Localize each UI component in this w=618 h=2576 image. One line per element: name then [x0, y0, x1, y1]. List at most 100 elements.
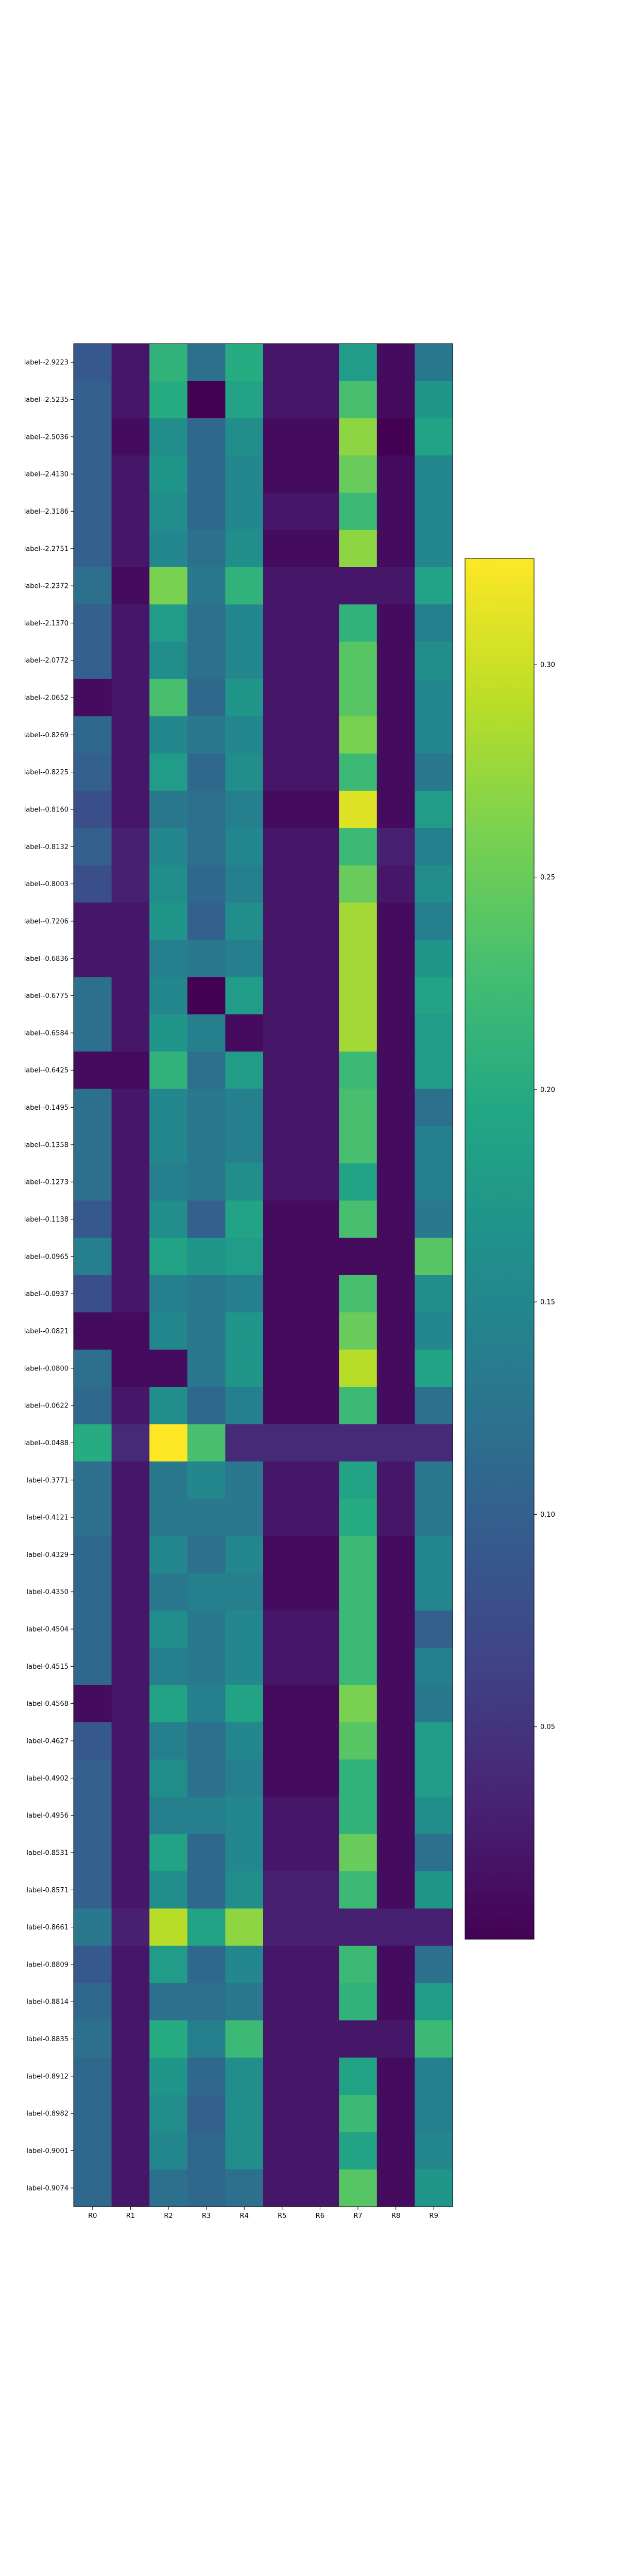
x-tick-label: R4 — [240, 2212, 249, 2220]
heatmap-cell — [74, 1722, 112, 1760]
heatmap-cell — [149, 2095, 188, 2132]
x-tick-label: R8 — [391, 2212, 400, 2220]
heatmap-cell — [187, 790, 226, 828]
heatmap-cell — [301, 1312, 339, 1350]
heatmap-cell — [111, 1424, 150, 1462]
y-tick-label: label-0.3771 — [26, 1477, 68, 1484]
heatmap-cell — [225, 1610, 264, 1648]
heatmap-cell — [149, 1052, 188, 1089]
y-tick-label: label-0.9074 — [26, 2184, 68, 2192]
heatmap-cell — [263, 828, 302, 866]
y-tick-label: label--2.9223 — [24, 359, 68, 367]
heatmap-cell — [301, 1275, 339, 1313]
heatmap-cell — [74, 790, 112, 828]
heatmap-cell — [415, 1052, 453, 1089]
heatmap-cell — [225, 381, 264, 419]
heatmap-cell — [263, 753, 302, 791]
heatmap-cell — [111, 1052, 150, 1089]
heatmap-cell — [149, 1945, 188, 1984]
heatmap-cell — [187, 1238, 226, 1276]
heatmap-cell — [187, 381, 226, 419]
y-tick-label: label-0.4504 — [26, 1626, 68, 1634]
heatmap-cell — [111, 1312, 150, 1350]
heatmap-cell — [187, 2020, 226, 2058]
heatmap-cell — [263, 2132, 302, 2170]
heatmap-cell — [376, 2020, 415, 2058]
colorbar-tick-label: 0.25 — [540, 874, 555, 882]
y-tick-label: label--0.6836 — [24, 955, 68, 963]
heatmap-cell — [149, 679, 188, 717]
heatmap-cell — [415, 2057, 453, 2095]
heatmap-cell — [301, 1386, 339, 1425]
heatmap-cell — [339, 865, 377, 903]
heatmap-cell — [111, 1275, 150, 1313]
heatmap-cell — [225, 604, 264, 642]
heatmap-cell — [415, 1834, 453, 1872]
heatmap-cell — [339, 493, 377, 531]
heatmap-cell — [149, 1908, 188, 1946]
heatmap-cell — [149, 1834, 188, 1872]
heatmap-cell — [415, 902, 453, 940]
heatmap-cell — [149, 1386, 188, 1425]
heatmap-cell — [74, 641, 112, 680]
heatmap-cell — [376, 1648, 415, 1686]
colorbar-gradient — [465, 558, 534, 1939]
heatmap-cell — [187, 1834, 226, 1872]
heatmap-cell — [111, 1945, 150, 1984]
heatmap-cell — [301, 1685, 339, 1723]
heatmap-cell — [149, 1871, 188, 1909]
heatmap-cell — [149, 1275, 188, 1313]
heatmap-cell — [376, 381, 415, 419]
heatmap-cell — [225, 1908, 264, 1946]
heatmap-cell — [74, 1871, 112, 1909]
heatmap-cell — [301, 1648, 339, 1686]
heatmap-cell — [415, 1573, 453, 1611]
heatmap-cell — [339, 567, 377, 605]
heatmap-cell — [415, 418, 453, 456]
heatmap-cell — [111, 1908, 150, 1946]
heatmap-cell — [74, 567, 112, 605]
heatmap-cell — [339, 1052, 377, 1089]
y-tick-label: label-0.8809 — [26, 1961, 68, 1969]
heatmap-cell — [301, 1536, 339, 1574]
heatmap-cell — [376, 1424, 415, 1462]
heatmap-cell — [225, 1983, 264, 2021]
heatmap-cell — [225, 1573, 264, 1611]
heatmap-cell — [225, 1424, 264, 1462]
heatmap-cell — [111, 1014, 150, 1052]
heatmap-cell — [376, 1014, 415, 1052]
heatmap-cell — [263, 2057, 302, 2095]
heatmap-cell — [263, 455, 302, 493]
heatmap-cell — [149, 977, 188, 1015]
heatmap-cell — [74, 1238, 112, 1276]
heatmap-cell — [187, 1908, 226, 1946]
heatmap-cell — [301, 1498, 339, 1536]
heatmap-cell — [415, 2169, 453, 2207]
heatmap-cell — [301, 1052, 339, 1089]
heatmap-cell — [74, 604, 112, 642]
heatmap-cell — [415, 1386, 453, 1425]
heatmap-cell — [415, 1312, 453, 1350]
y-tick-label: label--2.2751 — [24, 545, 68, 553]
heatmap-cell — [376, 1089, 415, 1127]
heatmap-cell — [187, 753, 226, 791]
heatmap-cell — [225, 2057, 264, 2095]
heatmap-cell — [111, 493, 150, 531]
heatmap-cell — [111, 679, 150, 717]
heatmap-cell — [111, 1648, 150, 1686]
heatmap-cell — [187, 1685, 226, 1723]
heatmap-cell — [187, 940, 226, 978]
heatmap-cell — [415, 1089, 453, 1127]
heatmap-cell — [376, 455, 415, 493]
heatmap-cell — [415, 977, 453, 1015]
heatmap-cell — [263, 1163, 302, 1201]
heatmap-cell — [415, 1275, 453, 1313]
heatmap-cell — [187, 1312, 226, 1350]
heatmap-cell — [339, 1126, 377, 1164]
heatmap-cell — [339, 828, 377, 866]
heatmap-cell — [376, 2169, 415, 2207]
heatmap-cell — [74, 1648, 112, 1686]
heatmap-cell — [187, 1461, 226, 1499]
y-tick-label: label--0.1273 — [24, 1179, 68, 1187]
heatmap-cell — [415, 344, 453, 381]
